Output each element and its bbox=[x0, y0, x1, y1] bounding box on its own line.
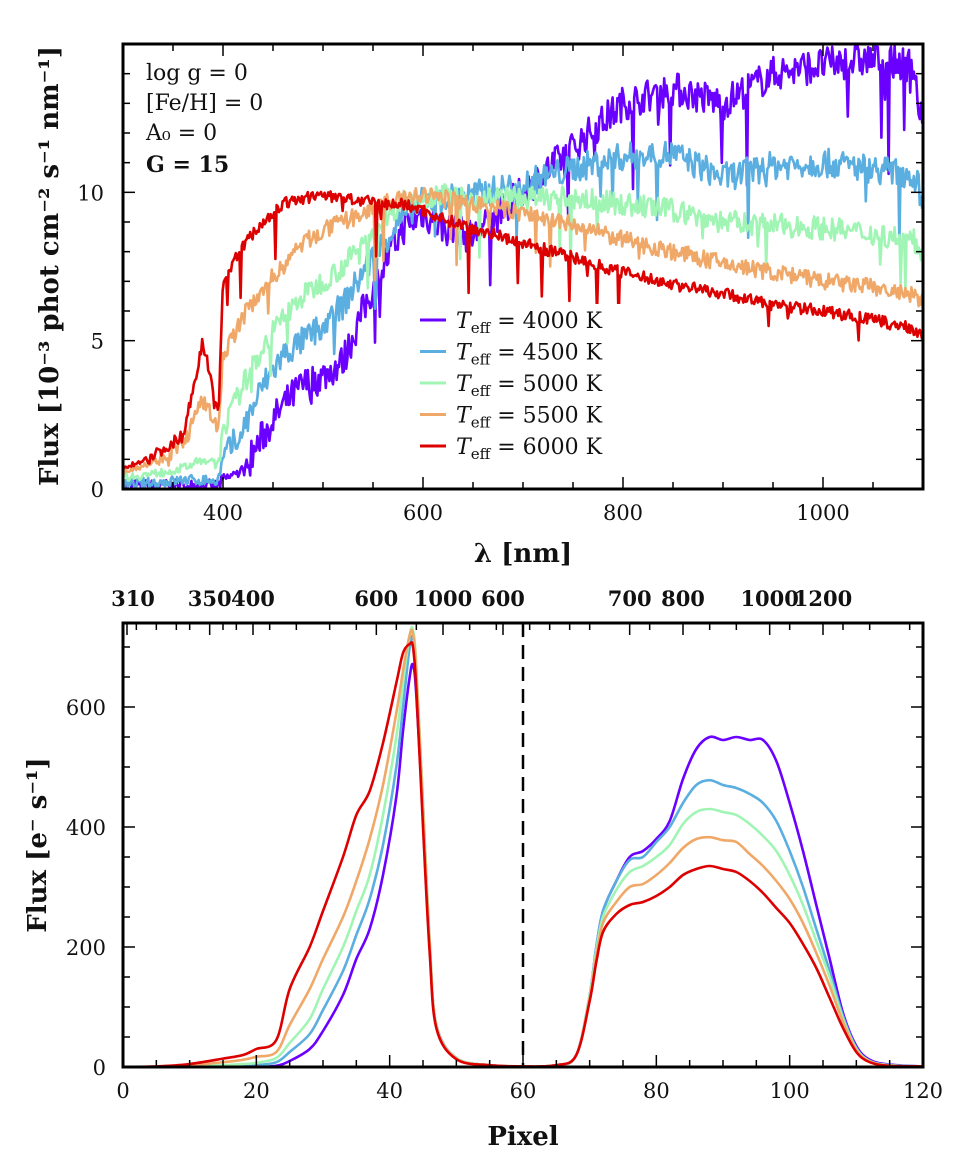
legend-background bbox=[414, 304, 654, 464]
top-series-line-5500k bbox=[122, 186, 924, 476]
top-axis-wavelength-label: 1000 bbox=[414, 586, 472, 611]
top-ytick-label: 10 bbox=[77, 181, 104, 205]
bottom-xtick-label: 60 bbox=[510, 1079, 537, 1103]
top-xlabel: λ [nm] bbox=[474, 539, 572, 569]
top-axis-wavelength-label: 800 bbox=[661, 586, 705, 611]
bottom-xtick-label: 20 bbox=[243, 1079, 270, 1103]
legend-entry-label: Teff = 6000 K bbox=[456, 435, 603, 463]
top-xtick-label: 600 bbox=[403, 501, 443, 525]
annotation-feh: [Fe/H] = 0 bbox=[146, 91, 263, 116]
top-axis-wavelength-label: 600 bbox=[354, 586, 398, 611]
top-axis-wavelength-label: 600 bbox=[481, 586, 525, 611]
legend: Teff = 4000 K Teff = 4500 K Teff = 5000 K T… bbox=[414, 304, 654, 464]
bottom-xlabel: Pixel bbox=[487, 1122, 558, 1152]
bottom-ylabel: Flux [e⁻ s⁻¹] bbox=[23, 757, 53, 932]
bottom-ticks bbox=[122, 623, 924, 1068]
top-axis-wavelength-label: 350 bbox=[188, 586, 232, 611]
top-xtick-label: 1000 bbox=[796, 501, 849, 525]
top-axis-wavelength-label: 1000 bbox=[740, 586, 798, 611]
top-axis-wavelength-label: 1200 bbox=[794, 586, 852, 611]
top-axis-wavelength-label: 400 bbox=[231, 586, 275, 611]
bottom-xtick-label: 0 bbox=[116, 1079, 129, 1103]
top-panel: 400 600 800 1000 0 5 10 λ [nm] Flux [10⁻… bbox=[35, 42, 925, 569]
annotation-g: G = 15 bbox=[146, 152, 229, 178]
annotation-logg: log g = 0 bbox=[146, 61, 248, 86]
bottom-xtick-label: 120 bbox=[903, 1079, 943, 1103]
bottom-ytick-labels: 0 200 400 600 bbox=[66, 696, 106, 1080]
legend-entry-label: Teff = 4500 K bbox=[456, 341, 603, 369]
legend-entry-label: Teff = 5000 K bbox=[456, 372, 603, 400]
top-axis-wavelength-label: 700 bbox=[608, 586, 652, 611]
top-ticks bbox=[122, 43, 924, 490]
bottom-xtick-label: 80 bbox=[643, 1079, 670, 1103]
top-xtick-label: 400 bbox=[203, 501, 243, 525]
top-ytick-label: 5 bbox=[91, 330, 104, 354]
top-xtick-label: 800 bbox=[603, 501, 643, 525]
bottom-xtick-labels: 0 20 40 60 80 100 120 bbox=[116, 1079, 943, 1103]
bottom-xtick-label: 40 bbox=[376, 1079, 403, 1103]
top-series-line-5000k bbox=[121, 183, 924, 482]
top-series-group bbox=[121, 44, 924, 489]
top-ytick-label: 0 bbox=[91, 478, 104, 502]
top-axis-wavelength-label: 310 bbox=[111, 586, 155, 611]
bottom-xtick-label: 100 bbox=[770, 1079, 810, 1103]
annotation-a0: A₀ = 0 bbox=[145, 121, 217, 146]
bottom-ytick-label: 200 bbox=[66, 936, 106, 960]
top-ylabel: Flux [10⁻³ phot cm⁻² s⁻¹ nm⁻¹] bbox=[35, 46, 65, 486]
bottom-ytick-label: 600 bbox=[66, 696, 106, 720]
bottom-ytick-label: 0 bbox=[93, 1056, 106, 1080]
legend-entry-label: Teff = 5500 K bbox=[456, 404, 603, 432]
legend-entry-label: Teff = 4000 K bbox=[456, 309, 603, 337]
bottom-ytick-label: 400 bbox=[66, 816, 106, 840]
top-series-line-6000k bbox=[122, 190, 924, 470]
